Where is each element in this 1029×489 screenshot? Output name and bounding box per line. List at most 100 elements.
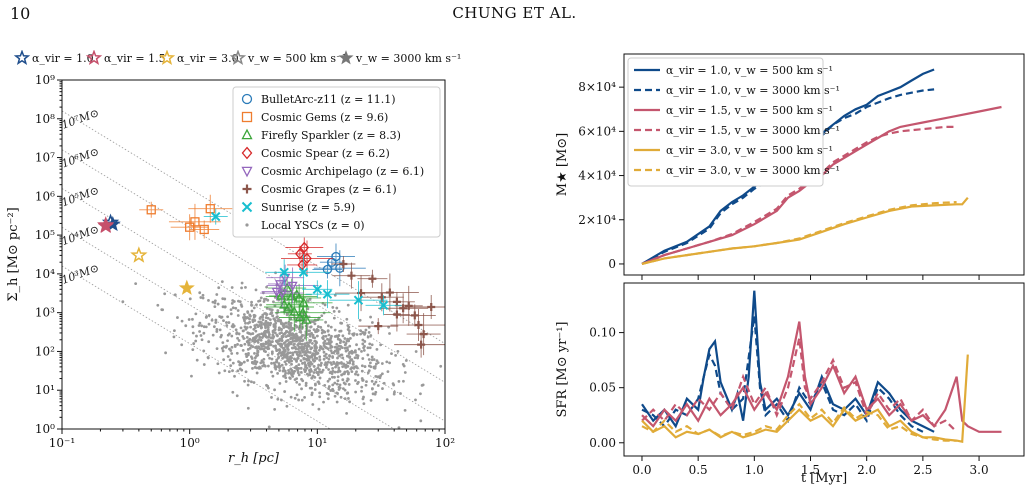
mass-y-tick-label-4: 6×10⁴ [578, 124, 616, 138]
error-bar [170, 214, 209, 241]
local-ysc-point [279, 342, 283, 346]
local-ysc-point [283, 369, 287, 373]
local-ysc-point [367, 331, 371, 334]
local-ysc-point [335, 382, 339, 386]
local-ysc-point [374, 380, 378, 384]
local-ysc-point [306, 362, 310, 365]
local-ysc-point [284, 376, 288, 380]
local-ysc-point [201, 293, 205, 297]
local-ysc-point [237, 332, 241, 336]
sfr-y-tick-label-3: 0.10 [589, 326, 616, 340]
local-ysc-point [206, 356, 210, 359]
local-ysc-point [274, 346, 278, 350]
local-ysc-point [188, 297, 192, 301]
local-ysc-point [336, 356, 339, 360]
error-bar [289, 298, 324, 341]
local-ysc-point [388, 332, 391, 335]
plot-area [62, 110, 445, 429]
local-ysc-point [295, 380, 299, 384]
error-bar [281, 240, 334, 277]
error-bar [312, 260, 343, 279]
local-ysc-point [298, 350, 301, 354]
local-ysc-point [359, 329, 363, 333]
sim-legend-label-3: α_vir = 3.0 [177, 52, 239, 65]
mass-line-2 [62, 149, 445, 383]
local-ysc-point [320, 361, 323, 365]
sfr-x-tick-label-3: 1.0 [745, 463, 764, 477]
local-ysc-point [280, 353, 284, 357]
local-ysc-point [262, 349, 266, 353]
local-ysc-point [337, 344, 341, 348]
local-ysc-point [251, 338, 254, 342]
legend-marker-7 [241, 201, 253, 213]
local-ysc-point [329, 370, 333, 374]
local-ysc-point [338, 383, 342, 387]
x-tick-label-2: 10⁰ [180, 436, 200, 450]
y-axis-label: Σ_h [M⊙ pc⁻²] [6, 207, 21, 301]
local-ysc-point [249, 332, 253, 336]
local-ysc-point [297, 342, 301, 346]
sfr-series-6 [641, 402, 957, 442]
local-ysc-point [354, 379, 357, 382]
local-ysc-point [298, 329, 302, 333]
local-ysc-point [380, 372, 384, 376]
local-ysc-point [371, 392, 375, 396]
sfr-x-tick-label-6: 2.5 [913, 463, 932, 477]
observation-legend: BulletArc-z11 (z = 11.1) Cosmic Gems (z =… [232, 86, 441, 238]
local-ysc-point [262, 300, 266, 303]
local-ysc-point [235, 332, 239, 336]
local-ysc-point [414, 398, 417, 402]
local-ysc-point [256, 325, 260, 329]
sfr-frame [623, 282, 1025, 457]
local-ysc-point [303, 353, 307, 357]
local-ysc-point [221, 305, 225, 309]
local-ysc-point [160, 308, 164, 312]
local-ysc-point [326, 360, 330, 364]
local-ysc-point [361, 397, 365, 401]
local-ysc-point [252, 313, 256, 317]
local-ysc-point [200, 324, 204, 328]
local-ysc-point [305, 341, 309, 345]
local-ysc-point [240, 344, 243, 347]
local-ysc-point [360, 385, 364, 389]
local-ysc-point [199, 296, 203, 299]
local-ysc-point [397, 379, 401, 383]
local-ysc-point [322, 350, 326, 354]
local-ysc-point [317, 363, 321, 367]
local-ysc-point [211, 333, 215, 337]
local-ysc-point [291, 353, 295, 357]
local-ysc-point [240, 362, 244, 365]
local-ysc-point [333, 375, 336, 379]
local-ysc-point [333, 328, 337, 332]
data-point [283, 301, 295, 311]
local-ysc-point [230, 301, 234, 305]
local-ysc-point [295, 366, 299, 370]
local-ysc-point [295, 325, 299, 329]
legend-marker-2 [241, 111, 253, 123]
local-ysc-point [361, 338, 365, 342]
local-ysc-point [315, 330, 319, 333]
data-point [353, 295, 364, 305]
local-ysc-point [276, 356, 280, 360]
local-ysc-point [264, 346, 268, 349]
local-ysc-point [313, 349, 316, 353]
local-ysc-point [385, 360, 389, 364]
local-ysc-point [323, 384, 327, 387]
local-ysc-point [207, 298, 210, 302]
local-ysc-point [270, 396, 273, 399]
data-point [178, 279, 195, 295]
local-ysc-point [363, 365, 367, 368]
data-point [410, 311, 419, 320]
local-ysc-point [331, 389, 335, 393]
local-ysc-point [297, 398, 301, 402]
local-ysc-point [285, 330, 289, 334]
local-ysc-point [278, 351, 281, 355]
local-ysc-point [280, 322, 284, 326]
local-ysc-point [380, 362, 384, 365]
local-ysc-point [286, 359, 289, 362]
local-ysc-point [134, 282, 138, 285]
mass-line-4 [62, 226, 395, 429]
local-ysc-point [351, 362, 355, 366]
local-ysc-point [207, 340, 211, 344]
local-ysc-point [261, 313, 265, 317]
